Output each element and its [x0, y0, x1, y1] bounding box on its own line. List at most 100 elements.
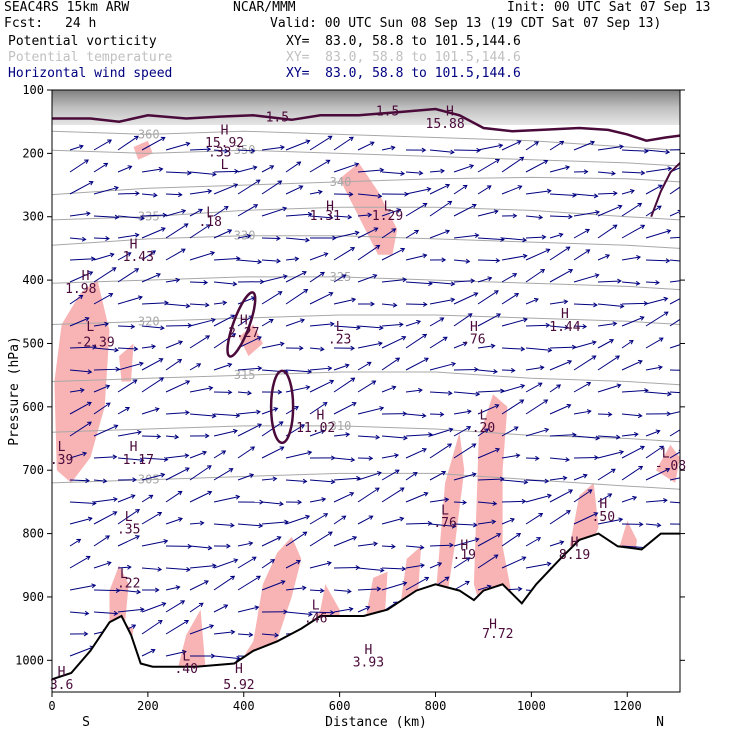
wind-vector-head: [276, 536, 282, 541]
wind-vector: [549, 510, 571, 525]
forecast-hours: 24 h: [65, 16, 97, 31]
wind-vector: [549, 344, 577, 350]
wind-vector-head: [164, 300, 169, 306]
wind-vector-head: [113, 610, 119, 616]
wind-vector: [501, 517, 515, 525]
terrain-line: [52, 532, 680, 681]
wind-vector-shaft: [69, 517, 92, 525]
wind-vector: [453, 147, 481, 153]
wind-vector: [237, 148, 256, 154]
wind-vector-shaft: [69, 584, 96, 591]
wind-vector-head: [619, 449, 625, 455]
section-end-label: N: [656, 715, 664, 730]
wind-vector-shaft: [309, 252, 328, 261]
wind-vector-head: [565, 246, 571, 251]
wind-vector-head: [162, 212, 168, 218]
wind-vector: [477, 343, 496, 349]
isentrope-label: 315: [234, 368, 256, 382]
wind-vector-shaft: [549, 360, 572, 371]
wind-vector-head: [399, 487, 405, 492]
wind-vector-shaft: [165, 491, 183, 503]
wind-vector-head: [684, 425, 688, 429]
init-time: Init: 00 UTC Sat 07 Sep 13: [507, 0, 711, 15]
wind-vector: [141, 648, 156, 657]
wind-vector-head: [349, 492, 355, 497]
wind-vector-head: [450, 297, 456, 303]
wind-vector-head: [639, 315, 645, 321]
wind-vector-head: [534, 141, 540, 146]
wind-vector: [357, 361, 372, 371]
wind-vector-head: [255, 179, 261, 184]
wind-vector-shaft: [237, 575, 261, 591]
wind-vector-head: [520, 346, 526, 352]
wind-vector: [669, 477, 680, 481]
wind-vector: [357, 605, 371, 613]
wind-vector-shaft: [117, 296, 143, 305]
wind-vector-shaft: [573, 193, 598, 197]
wind-vector-shaft: [597, 322, 617, 327]
wind-vector: [669, 344, 680, 349]
wind-vector: [189, 302, 210, 308]
wind-vector-shaft: [477, 404, 499, 415]
wind-vector: [573, 409, 592, 415]
wind-vector-shaft: [309, 347, 324, 350]
wind-vector: [141, 602, 167, 613]
wind-vector-head: [471, 443, 477, 448]
wind-vector: [597, 144, 624, 151]
wind-vector: [477, 290, 499, 305]
wind-vector-head: [500, 388, 505, 394]
y-tick-label: 100: [22, 83, 44, 97]
wind-vector-shaft: [621, 224, 645, 239]
wind-vector-shaft: [141, 325, 164, 329]
wind-vector: [93, 236, 110, 241]
wind-vector-head: [206, 465, 212, 470]
wind-vector-shaft: [261, 559, 275, 569]
wind-vector: [237, 632, 254, 638]
wind-vector-shaft: [525, 399, 548, 415]
wind-vector-shaft: [285, 213, 312, 217]
wind-vector: [261, 501, 284, 507]
contour-label: H: [317, 409, 325, 424]
wind-vector: [141, 512, 163, 525]
wind-vector-head: [546, 493, 552, 499]
wind-vector-shaft: [477, 277, 492, 283]
wind-vector-head: [159, 377, 165, 382]
wind-vector-head: [137, 429, 142, 435]
wind-vector-shaft: [117, 135, 139, 151]
wind-vector: [357, 193, 383, 199]
wind-vector: [117, 429, 142, 437]
wind-vector-head: [538, 214, 544, 220]
wind-vector-head: [659, 445, 665, 451]
wind-vector-head: [299, 345, 304, 351]
wind-vector-shaft: [237, 166, 257, 173]
wind-vector-head: [465, 557, 471, 562]
wind-vector-shaft: [405, 545, 424, 549]
wind-vector: [213, 543, 231, 549]
wind-vector-head: [685, 147, 688, 151]
wind-vector: [117, 361, 144, 371]
wind-vector-head: [329, 321, 335, 327]
wind-vector-head: [348, 136, 354, 142]
wind-vector: [141, 358, 164, 371]
wind-vector: [93, 511, 118, 525]
wind-vector-head: [140, 215, 145, 221]
wind-vector-head: [205, 335, 211, 340]
wind-vector-head: [366, 361, 372, 367]
wind-vector: [333, 363, 350, 371]
wind-vector-head: [522, 317, 528, 323]
wind-vector: [573, 249, 591, 261]
wind-vector-head: [233, 428, 238, 434]
wind-vector-shaft: [669, 501, 680, 504]
wind-vector: [165, 192, 183, 198]
wind-vector: [333, 247, 356, 261]
wind-vector: [645, 522, 662, 528]
wind-vector-head: [618, 517, 624, 523]
wind-vector-head: [376, 586, 382, 592]
pv-fill-region: [239, 324, 263, 357]
wind-vector-head: [356, 475, 361, 481]
wind-vector-head: [277, 291, 283, 296]
wind-vector-head: [685, 181, 689, 185]
wind-vector-shaft: [93, 293, 113, 305]
wind-vector: [525, 478, 550, 484]
wind-vector: [453, 443, 477, 459]
